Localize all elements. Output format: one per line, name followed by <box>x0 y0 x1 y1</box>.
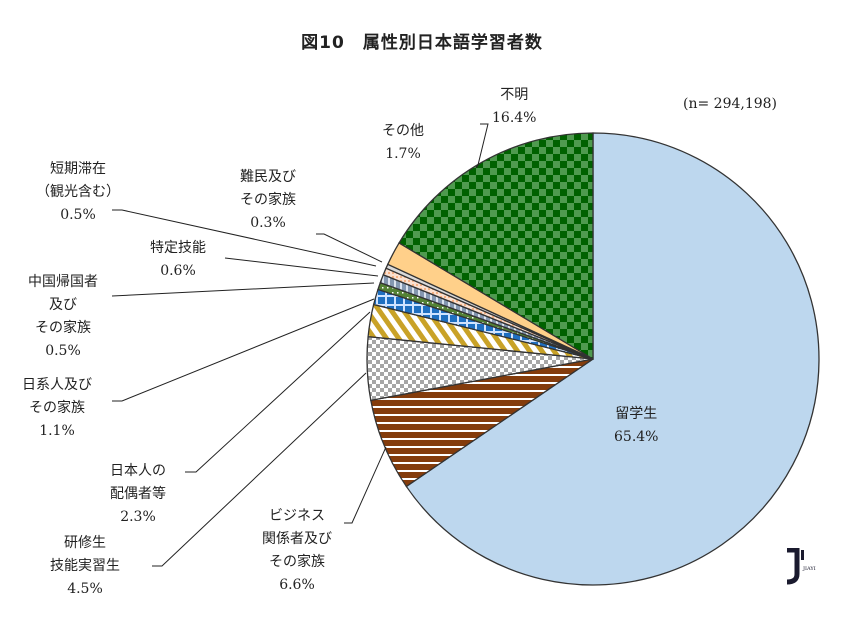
label-text: その家族 <box>240 192 296 208</box>
label-pct: 6.6% <box>279 577 315 593</box>
label-kenshu: 研修生 技能実習生 4.5% <box>50 532 120 601</box>
label-pct: 0.5% <box>45 343 81 359</box>
label-text: その家族 <box>29 400 85 416</box>
label-text: その家族 <box>269 554 325 570</box>
label-text: 配偶者等 <box>110 486 166 502</box>
label-text: 短期滞在 <box>50 161 106 177</box>
label-pct: 0.5% <box>60 207 96 223</box>
pie-slices <box>366 132 820 586</box>
label-pct: 65.4% <box>614 429 659 445</box>
label-pct: 2.3% <box>120 509 156 525</box>
watermark-logo-icon: JIAYI <box>786 548 816 585</box>
svg-text:JIAYI: JIAYI <box>802 566 816 572</box>
label-sonota: その他 1.7% <box>382 120 424 166</box>
label-pct: 0.6% <box>160 263 196 279</box>
label-text: 日本人の <box>110 463 166 479</box>
pie-slice <box>398 132 594 361</box>
label-pct: 1.1% <box>39 423 75 439</box>
label-pct: 16.4% <box>492 110 537 126</box>
label-ryugakusei: 留学生 65.4% <box>614 403 658 449</box>
label-text: 技能実習生 <box>50 558 120 574</box>
label-text: 研修生 <box>64 535 106 551</box>
label-text: その他 <box>382 123 424 139</box>
label-text: （観光含む） <box>36 184 120 200</box>
label-text: 日系人及び <box>22 377 92 393</box>
label-fumei: 不明 16.4% <box>492 84 536 130</box>
label-nanmin: 難民及び その家族 0.3% <box>240 166 296 235</box>
label-nikkei: 日系人及び その家族 1.1% <box>22 374 92 443</box>
label-text: ビジネス <box>269 508 325 524</box>
label-pct: 1.7% <box>385 146 421 162</box>
chart-title: 図10 属性別日本語学習者数 <box>301 33 543 53</box>
label-chugoku: 中国帰国者 及び その家族 0.5% <box>28 271 98 363</box>
label-pct: 4.5% <box>67 581 103 597</box>
leader-lines <box>111 123 489 567</box>
label-text: その家族 <box>35 320 91 336</box>
label-haigusha: 日本人の 配偶者等 2.3% <box>110 460 166 529</box>
label-text: 関係者及び <box>262 531 332 547</box>
label-text: 及び <box>49 297 77 313</box>
label-text: 不明 <box>500 87 529 103</box>
label-business: ビジネス 関係者及び その家族 6.6% <box>262 505 332 597</box>
label-tokutei: 特定技能 0.6% <box>150 237 206 283</box>
label-tanki: 短期滞在 （観光含む） 0.5% <box>36 158 120 227</box>
label-pct: 0.3% <box>250 215 286 231</box>
pie-slice <box>405 132 820 586</box>
label-text: 留学生 <box>615 406 658 422</box>
label-text: 中国帰国者 <box>28 274 98 290</box>
sample-size-label: (n= 294,198) <box>683 96 778 112</box>
label-text: 特定技能 <box>150 240 206 256</box>
label-text: 難民及び <box>240 169 296 185</box>
